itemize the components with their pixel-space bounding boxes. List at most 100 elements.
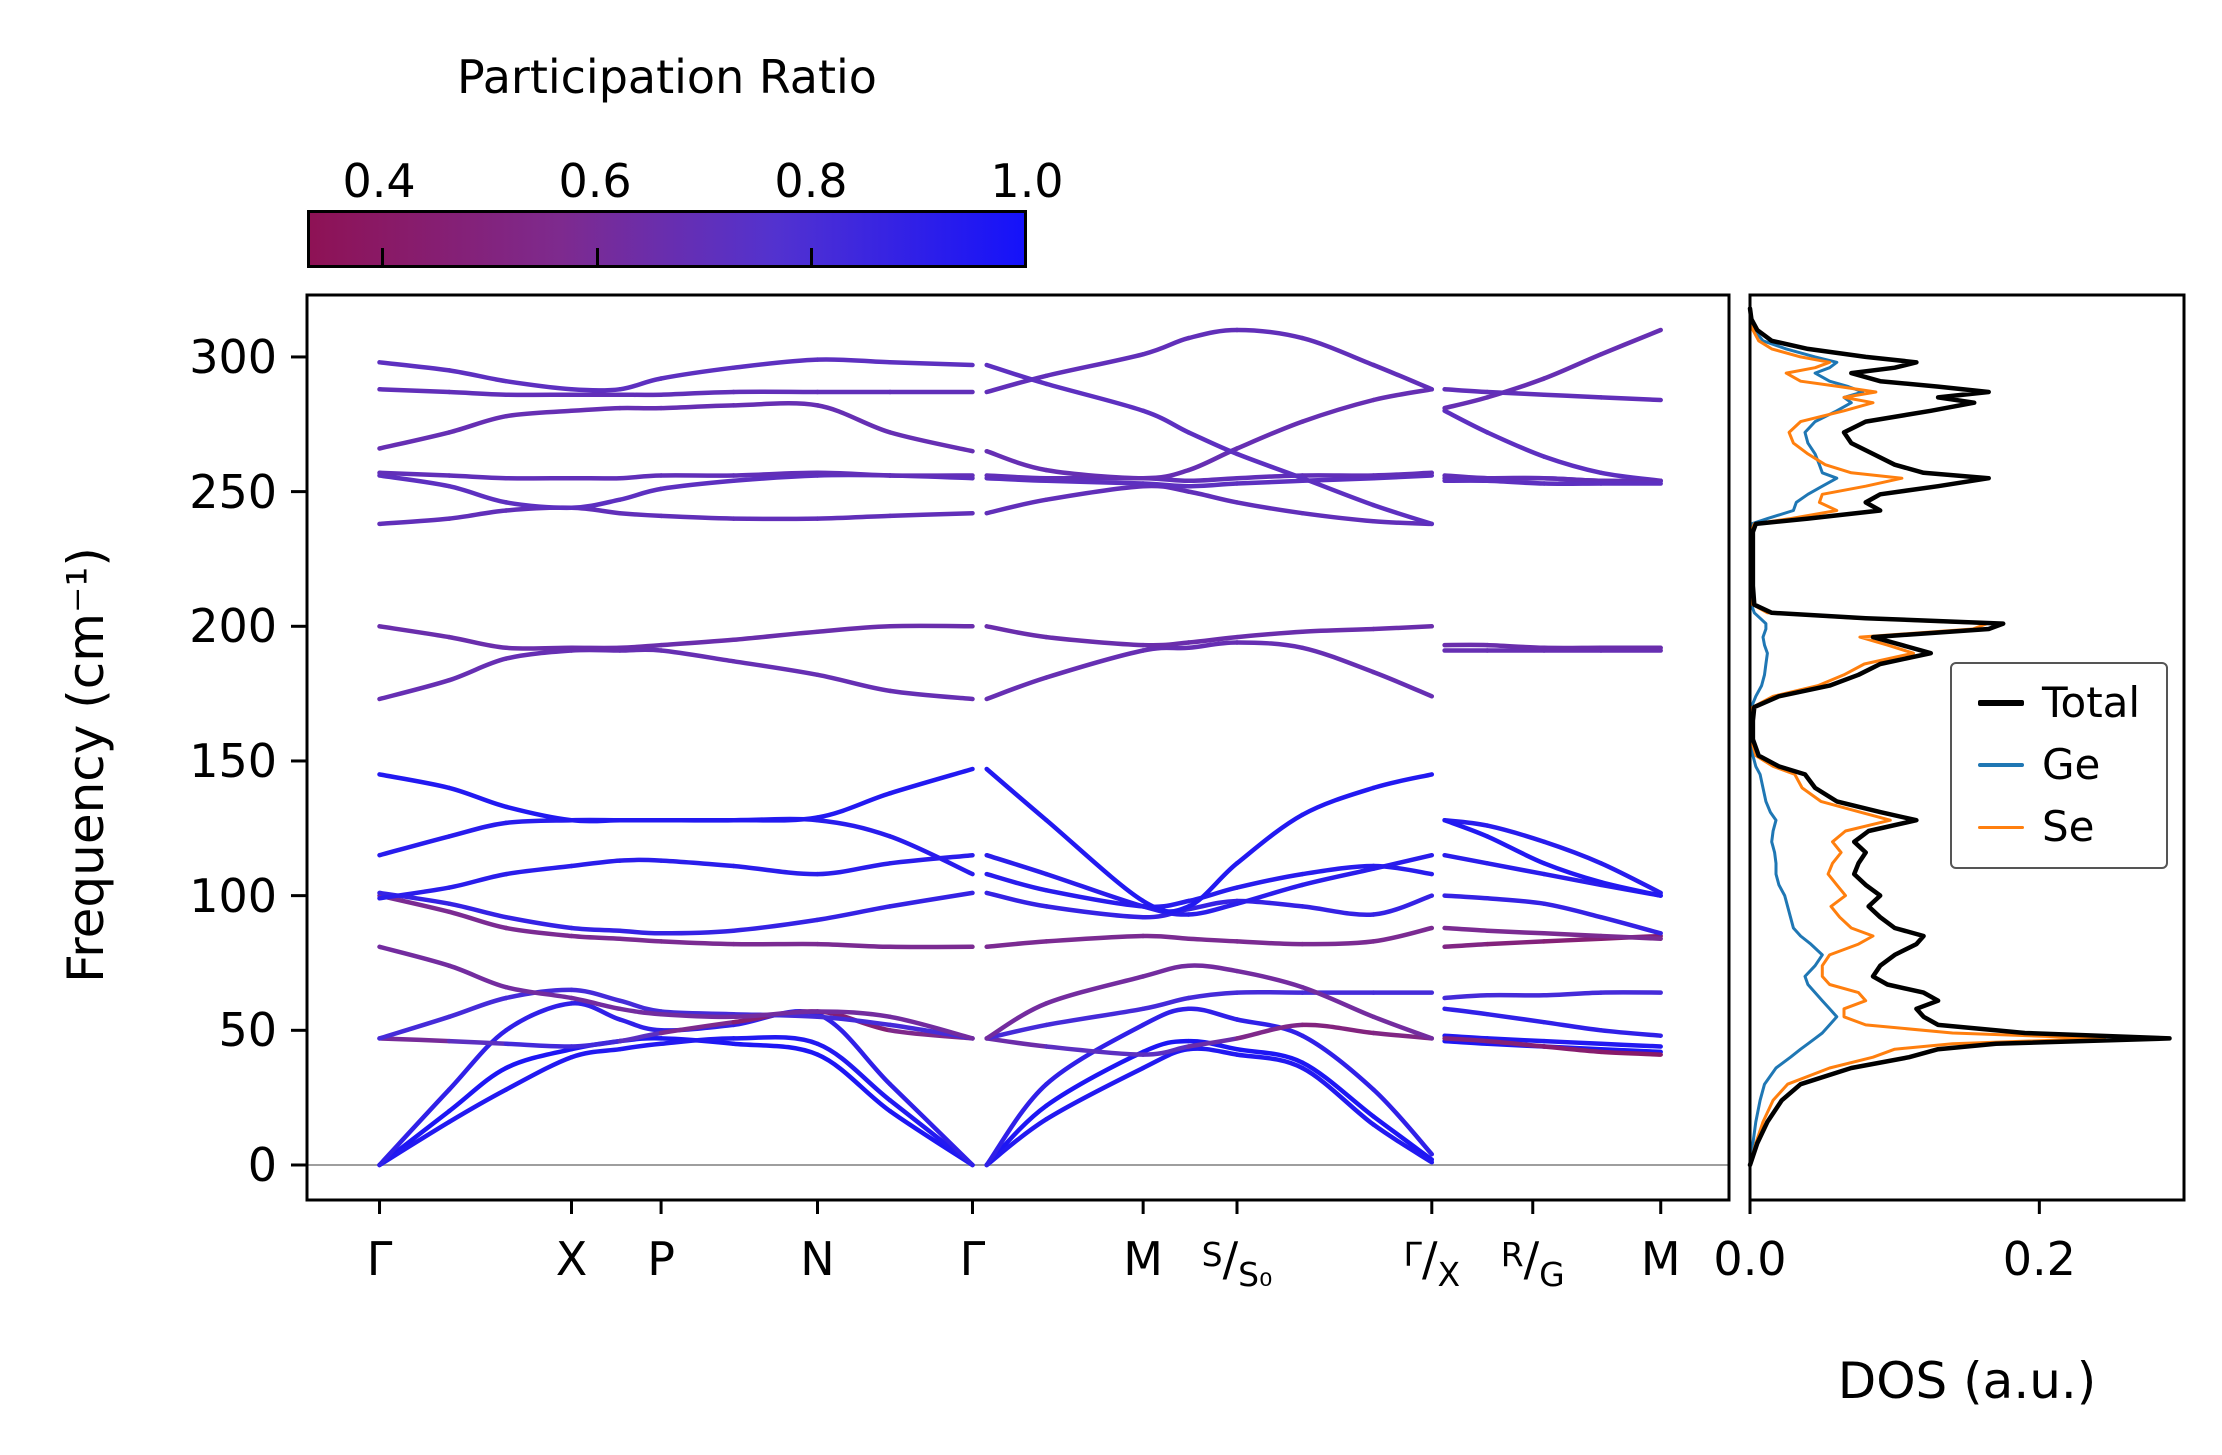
band-path — [1371, 1122, 1435, 1165]
band-path — [1541, 1019, 1604, 1033]
band-path — [569, 1001, 623, 1022]
band-path — [984, 373, 1049, 395]
band-path — [731, 629, 820, 643]
band-path — [1485, 939, 1547, 947]
band-path — [815, 470, 893, 478]
band-path — [658, 1019, 736, 1036]
band-panel-border — [305, 293, 1731, 1202]
band-path — [377, 1087, 452, 1168]
band-path — [1140, 645, 1191, 653]
band-path — [1300, 904, 1376, 918]
legend-item-se: Se — [1978, 804, 2140, 850]
band-path — [1186, 1036, 1240, 1049]
x-tick-label: N — [800, 1232, 835, 1286]
band-path — [815, 357, 893, 365]
dos-curve-ge — [1748, 307, 1865, 1167]
band-path — [1541, 1038, 1604, 1047]
band-path — [1234, 812, 1305, 866]
band-path — [731, 1009, 820, 1020]
band-path — [377, 1036, 452, 1044]
band-path — [377, 360, 452, 373]
band-path — [1300, 939, 1376, 947]
band-path — [377, 1014, 452, 1041]
band-path — [1598, 1041, 1663, 1049]
band-path — [446, 1028, 509, 1092]
x-tick-label: P — [647, 1232, 675, 1286]
band-path — [1186, 1006, 1240, 1022]
band-path — [446, 389, 509, 397]
colorbar-tick-mark — [595, 248, 599, 265]
band-path — [658, 928, 736, 936]
band-path — [1234, 871, 1305, 890]
band-path — [1485, 834, 1547, 866]
band-path — [1234, 478, 1305, 486]
dos-legend: Total Ge Se — [1950, 662, 2169, 869]
band-path — [1140, 995, 1191, 1012]
band-path — [617, 510, 664, 519]
x-tick-label: Γ — [959, 1232, 986, 1286]
band-path — [1186, 861, 1240, 909]
band-path — [377, 516, 452, 527]
y-tick-label: 150 — [189, 733, 277, 788]
y-tick-label: 250 — [189, 464, 277, 519]
band-path — [1044, 1065, 1146, 1122]
band-path — [1300, 397, 1376, 424]
band-path — [1044, 817, 1146, 904]
band-path — [1300, 866, 1376, 888]
band-path — [1300, 1022, 1376, 1036]
x-tick-label: S/S₀ — [1201, 1232, 1273, 1294]
band-path — [617, 857, 664, 863]
band-path — [1140, 1046, 1191, 1071]
band-path — [569, 987, 623, 1003]
band-path — [1485, 1011, 1547, 1025]
band-path — [446, 901, 509, 920]
band-path — [1541, 931, 1604, 939]
band-path — [1234, 451, 1305, 481]
band-path — [658, 513, 736, 521]
band-path — [1186, 898, 1240, 912]
band-path — [815, 1014, 893, 1028]
band-path — [617, 928, 664, 936]
band-path — [446, 1087, 509, 1125]
band-path — [617, 936, 664, 944]
band-path — [1541, 871, 1604, 888]
band-path — [1541, 990, 1604, 998]
band-path — [984, 871, 1049, 893]
band-path — [887, 360, 975, 368]
y-tick-label: 0 — [247, 1137, 277, 1192]
band-path — [731, 815, 820, 823]
band-path — [1598, 1046, 1663, 1055]
band-path — [1485, 823, 1547, 845]
band-path — [887, 834, 975, 877]
dos-curve-se — [1748, 307, 2106, 1167]
band-path — [1598, 879, 1663, 898]
band-path — [503, 378, 574, 392]
band-path — [1234, 1046, 1305, 1065]
band-path — [1140, 481, 1191, 489]
band-path — [446, 871, 509, 890]
band-path — [503, 408, 574, 419]
band-path — [1140, 933, 1191, 941]
band-path — [1186, 475, 1240, 484]
band-path — [503, 914, 574, 931]
band-path — [1140, 408, 1191, 435]
band-path — [1140, 335, 1191, 357]
band-path — [1044, 467, 1146, 481]
band-path — [1442, 1036, 1490, 1044]
band-path — [1044, 1006, 1146, 1028]
band-path — [658, 365, 736, 381]
band-path — [1044, 478, 1146, 486]
x-tick-label: R/G — [1500, 1232, 1565, 1294]
band-path — [887, 688, 975, 702]
band-path — [1186, 963, 1240, 974]
band-path — [1234, 629, 1305, 640]
band-path — [658, 1011, 736, 1020]
band-path — [815, 1009, 893, 1020]
band-path — [1234, 640, 1305, 651]
band-path — [1300, 1065, 1376, 1127]
band-path — [1371, 669, 1435, 699]
band-path — [1598, 1049, 1663, 1057]
band-path — [1044, 352, 1146, 379]
band-path — [377, 624, 452, 640]
